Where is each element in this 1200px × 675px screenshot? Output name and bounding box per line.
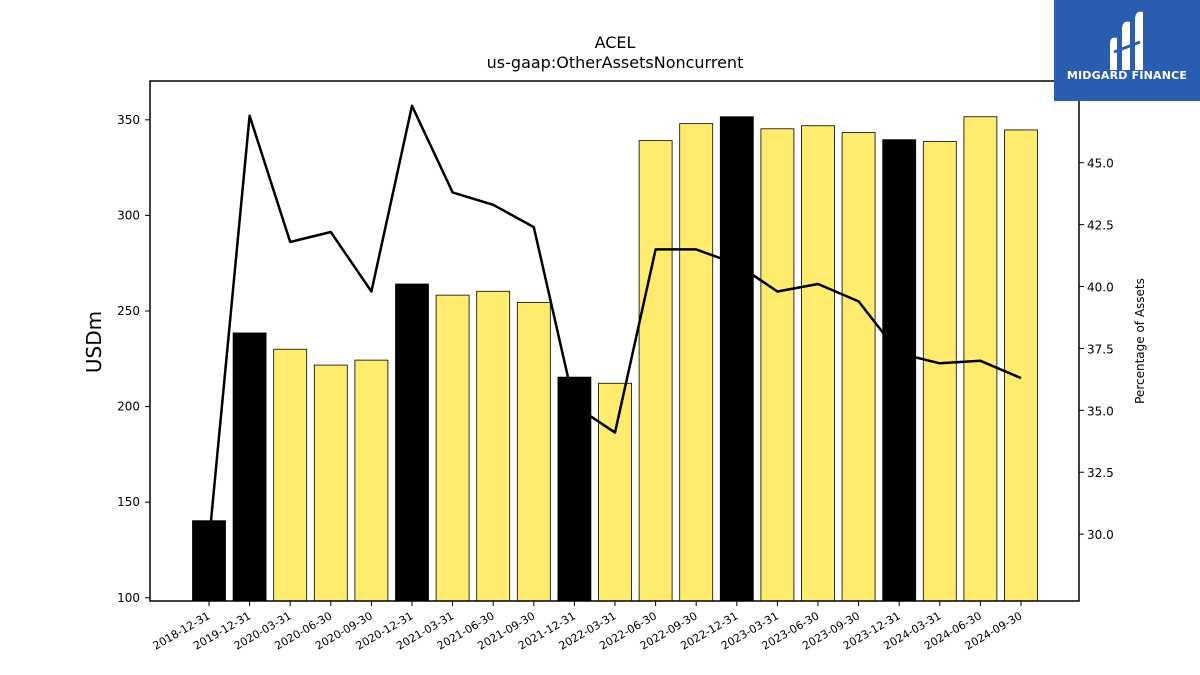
y-right-tick-label: 40.0 xyxy=(1087,281,1114,295)
logo-text: MIDGARD FINANCE xyxy=(1066,69,1188,82)
y-right-tick-label: 42.5 xyxy=(1087,219,1114,233)
y-tick-label: 100 xyxy=(117,591,140,605)
bar xyxy=(760,128,795,602)
y-tick-label: 200 xyxy=(117,400,140,414)
bar xyxy=(354,359,389,602)
bars-group xyxy=(192,116,1038,602)
midgard-logo-icon xyxy=(1110,11,1143,70)
bar xyxy=(801,125,835,602)
y-axis-left: 100 150 200 250 300 350 xyxy=(117,113,150,605)
y-tick-label: 300 xyxy=(117,208,140,222)
bar xyxy=(516,301,551,602)
bar xyxy=(963,116,998,602)
bar xyxy=(679,123,714,602)
bar xyxy=(476,290,511,602)
y-axis-label-right: Percentage of Assets xyxy=(1133,278,1147,404)
chart-title: ACEL xyxy=(595,33,636,52)
bar xyxy=(273,348,308,602)
bar xyxy=(313,364,348,602)
bar xyxy=(638,140,673,602)
chart-subtitle: us-gaap:OtherAssetsNoncurrent xyxy=(487,53,744,72)
bar xyxy=(882,139,917,602)
y-right-tick-label: 35.0 xyxy=(1087,404,1114,418)
y-tick-label: 250 xyxy=(117,304,140,318)
y-right-tick-label: 37.5 xyxy=(1087,342,1114,356)
y-right-tick-label: 30.0 xyxy=(1087,528,1114,542)
brand-logo: MIDGARD FINANCE xyxy=(1054,0,1200,101)
bar xyxy=(1004,129,1038,602)
y-tick-label: 150 xyxy=(117,495,140,509)
bar xyxy=(719,116,754,602)
bar xyxy=(232,332,267,602)
bar xyxy=(435,294,470,602)
line-group xyxy=(207,104,1022,542)
y-axis-label-left: USDm xyxy=(82,311,106,373)
series-line xyxy=(207,104,1022,542)
y-right-tick-label: 45.0 xyxy=(1087,157,1114,171)
bar xyxy=(922,141,957,602)
y-tick-label: 350 xyxy=(117,113,140,127)
y-axis-right: 30.0 32.5 35.0 37.5 40.0 42.5 45.0 xyxy=(1079,157,1114,542)
bar xyxy=(557,376,592,602)
bar xyxy=(841,132,876,602)
bar xyxy=(395,283,429,602)
x-axis: 2018-12-312019-12-312020-03-312020-06-30… xyxy=(151,601,1025,653)
y-right-tick-label: 32.5 xyxy=(1087,466,1114,480)
bar xyxy=(598,382,632,602)
